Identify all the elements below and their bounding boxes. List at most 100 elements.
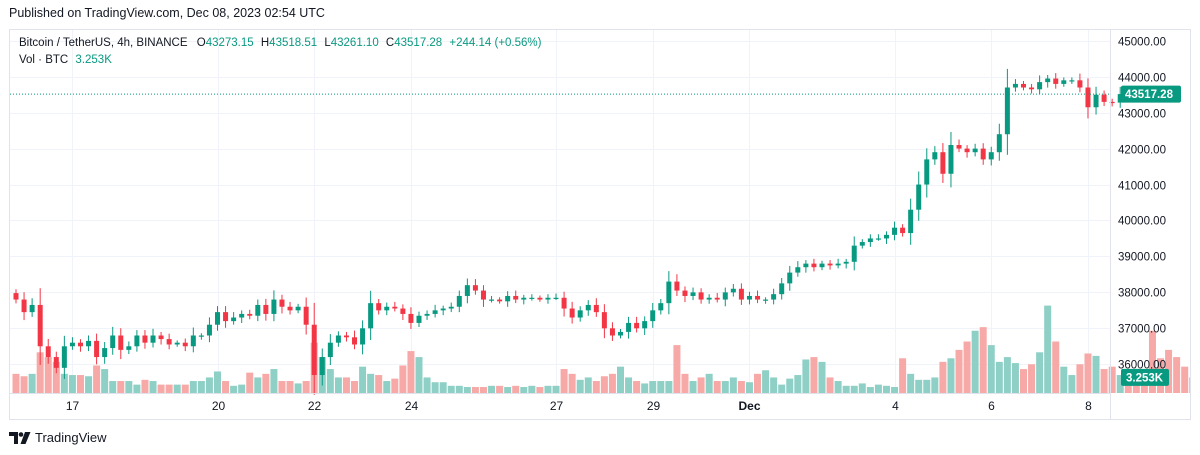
candle [343, 331, 349, 342]
candle [577, 306, 583, 322]
candle [271, 290, 277, 322]
volume-bar [149, 381, 157, 393]
time-tick-label: 8 [1085, 399, 1092, 413]
time-tick-label: Dec [738, 399, 760, 413]
time-tick-label: 17 [66, 399, 80, 413]
volume-bar [1124, 381, 1132, 393]
candle [569, 301, 575, 324]
volume-bar [617, 366, 624, 393]
volume-bar [383, 381, 391, 393]
candle [247, 309, 253, 320]
volume-bar [1044, 305, 1052, 393]
price-tick-label: 39000.00 [1118, 252, 1166, 264]
footer-brand-name: TradingView [35, 430, 107, 445]
price-tick-label: 40000.00 [1118, 216, 1166, 228]
volume-bar [181, 384, 189, 393]
volume-bar [786, 378, 794, 393]
candle [851, 236, 857, 271]
volume-bar [915, 379, 923, 393]
volume-bar [794, 375, 802, 393]
legend-open-label: O [196, 37, 206, 49]
candle [883, 231, 889, 244]
volume-bar [673, 345, 681, 393]
candle [45, 338, 51, 364]
candle [609, 322, 615, 341]
last-volume-label: 3.253K [1126, 372, 1164, 384]
volume-bar [254, 377, 262, 393]
candle [964, 145, 970, 158]
volume-bar [286, 381, 294, 393]
candle [819, 260, 825, 271]
candle [215, 306, 220, 331]
candle [682, 286, 688, 303]
candle [867, 234, 873, 247]
candle [384, 302, 390, 316]
candle [368, 290, 374, 341]
candlesticks [13, 68, 1123, 395]
volume-bar [28, 373, 36, 393]
volume-bar [721, 381, 729, 393]
candle [545, 294, 551, 304]
published-caption: Published on TradingView.com, Dec 08, 20… [9, 6, 325, 20]
candle [255, 299, 261, 322]
price-tick-label: 43000.00 [1118, 109, 1166, 121]
volume-bar [1011, 363, 1019, 393]
candle [1093, 86, 1099, 115]
time-tick-label: 24 [405, 399, 419, 413]
candle [497, 297, 503, 304]
time-axis[interactable]: 17 20 22 24 27 29 Dec 4 6 8 [66, 399, 1092, 413]
volume-bar [205, 377, 213, 393]
tradingview-logo-icon [9, 431, 31, 444]
candle [674, 274, 680, 296]
volume-bar [189, 381, 197, 393]
volume-bar [423, 377, 431, 393]
legend-low-label: L [324, 37, 331, 49]
volume-bar [52, 361, 60, 393]
candle [1029, 83, 1035, 94]
candle [206, 317, 212, 343]
candle [287, 301, 293, 315]
volume-bar [560, 369, 568, 393]
volume-bar [737, 381, 745, 393]
candle [158, 331, 164, 345]
volume-bar [963, 341, 971, 393]
price-axis[interactable]: 36000.00 37000.00 38000.00 39000.00 40000.00… [1118, 37, 1166, 372]
chart-legend: Bitcoin / TetherUS, 4h, BINANCE O43273.1… [19, 35, 541, 69]
candle [311, 302, 317, 395]
volume-bar [633, 381, 641, 393]
volume-bar [947, 358, 955, 393]
candle [86, 335, 92, 352]
volume-bar [882, 385, 890, 393]
volume-bar [407, 351, 415, 393]
volume-bar [334, 377, 342, 393]
candle [335, 331, 341, 347]
price-chart[interactable]: 36000.00 37000.00 38000.00 39000.00 40000.00… [10, 30, 1190, 419]
candle [843, 258, 849, 269]
candle [110, 326, 116, 355]
volume-bar [20, 376, 28, 393]
legend-open: 43273.15 [205, 37, 254, 49]
candle [827, 260, 833, 270]
candle [835, 258, 841, 269]
volume-bar [1052, 341, 1060, 393]
legend-volume: 3.253K [75, 54, 112, 66]
volume-bar [463, 387, 471, 393]
volume-bar [512, 385, 520, 393]
candle [198, 333, 204, 340]
volume-bar [826, 377, 834, 393]
candle [972, 143, 978, 157]
candle [634, 316, 640, 333]
legend-close-label: C [385, 37, 395, 49]
volume-bar [657, 381, 665, 393]
candle [13, 289, 19, 304]
volume-bar [222, 381, 230, 393]
volume-bar [600, 376, 608, 393]
candle [118, 328, 124, 360]
volume-bar [1189, 377, 1190, 393]
legend-high-label: H [260, 37, 270, 49]
candle [698, 288, 704, 304]
volume-bar [133, 384, 141, 393]
footer-brand[interactable]: TradingView [9, 430, 107, 445]
legend-volume-label: Vol · BTC [19, 54, 69, 66]
candle [376, 299, 382, 315]
